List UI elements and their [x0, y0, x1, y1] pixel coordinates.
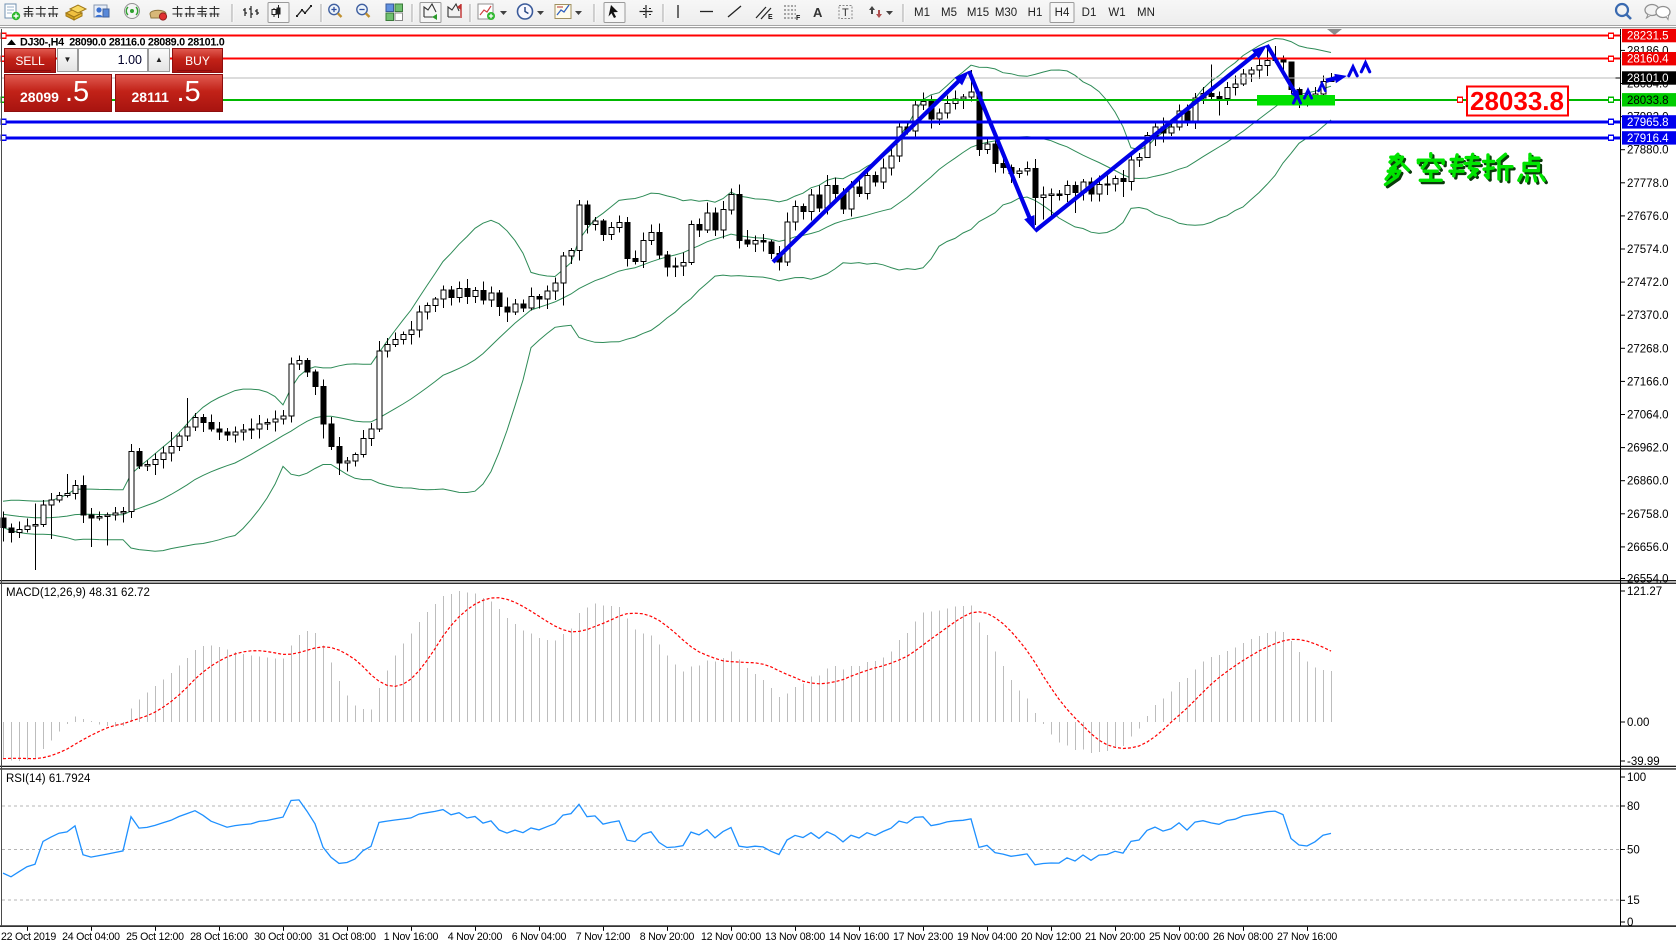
svg-text:-39.99: -39.99	[1627, 756, 1660, 768]
svg-text:27268.0: 27268.0	[1627, 343, 1669, 355]
svg-text:M15: M15	[967, 7, 989, 19]
svg-text:1 Nov 16:00: 1 Nov 16:00	[384, 931, 439, 943]
svg-text:121.27: 121.27	[1627, 586, 1662, 598]
svg-text:E: E	[768, 14, 773, 21]
svg-text:28101.0: 28101.0	[1627, 73, 1669, 85]
svg-text:DJ30-,H4 28090.0 28116.0 2808: DJ30-,H4 28090.0 28116.0 28089.0 28101.0	[20, 37, 225, 49]
svg-text:26962.0: 26962.0	[1627, 443, 1669, 455]
svg-text:MACD(12,26,9) 48.31 62.72: MACD(12,26,9) 48.31 62.72	[6, 587, 150, 599]
svg-text:D1: D1	[1082, 7, 1097, 19]
svg-text:RSI(14) 61.7924: RSI(14) 61.7924	[6, 773, 91, 785]
svg-text:21 Nov 20:00: 21 Nov 20:00	[1085, 931, 1145, 943]
svg-text:26860.0: 26860.0	[1627, 476, 1669, 488]
svg-text:27574.0: 27574.0	[1627, 244, 1669, 256]
svg-text:22 Oct 2019: 22 Oct 2019	[1, 931, 56, 943]
svg-text:25 Nov 00:00: 25 Nov 00:00	[1149, 931, 1209, 943]
svg-text:28231.5: 28231.5	[1627, 31, 1669, 43]
svg-text:80: 80	[1627, 801, 1640, 813]
svg-text:28 Oct 16:00: 28 Oct 16:00	[190, 931, 248, 943]
svg-text:H4: H4	[1055, 7, 1070, 19]
svg-text:20 Nov 12:00: 20 Nov 12:00	[1021, 931, 1081, 943]
svg-text:6 Nov 04:00: 6 Nov 04:00	[512, 931, 567, 943]
svg-text:27676.0: 27676.0	[1627, 211, 1669, 223]
svg-text:MN: MN	[1137, 7, 1155, 19]
svg-text:M1: M1	[914, 7, 930, 19]
svg-text:31 Oct 08:00: 31 Oct 08:00	[318, 931, 376, 943]
svg-text:26656.0: 26656.0	[1627, 542, 1669, 554]
svg-text:28033.8: 28033.8	[1470, 86, 1564, 116]
svg-text:30 Oct 00:00: 30 Oct 00:00	[254, 931, 312, 943]
svg-text:27916.4: 27916.4	[1627, 133, 1669, 145]
svg-text:27 Nov 16:00: 27 Nov 16:00	[1277, 931, 1337, 943]
svg-text:4 Nov 20:00: 4 Nov 20:00	[448, 931, 503, 943]
svg-text:28033.8: 28033.8	[1627, 95, 1669, 107]
svg-text:15: 15	[1627, 895, 1640, 907]
svg-text:27965.8: 27965.8	[1627, 117, 1669, 129]
svg-text:27064.0: 27064.0	[1627, 410, 1669, 422]
svg-text:W1: W1	[1108, 7, 1125, 19]
svg-text:24 Oct 04:00: 24 Oct 04:00	[62, 931, 120, 943]
svg-text:27370.0: 27370.0	[1627, 310, 1669, 322]
svg-text:19 Nov 04:00: 19 Nov 04:00	[957, 931, 1017, 943]
svg-text:12 Nov 00:00: 12 Nov 00:00	[701, 931, 761, 943]
svg-text:A: A	[813, 5, 823, 20]
svg-text:27880.0: 27880.0	[1627, 145, 1669, 157]
svg-text:T: T	[842, 7, 849, 19]
svg-text:M5: M5	[941, 7, 957, 19]
svg-text:0: 0	[1627, 917, 1633, 929]
svg-text:H1: H1	[1028, 7, 1043, 19]
svg-text:17 Nov 23:00: 17 Nov 23:00	[893, 931, 953, 943]
svg-text:26 Nov 08:00: 26 Nov 08:00	[1213, 931, 1273, 943]
svg-text:27778.0: 27778.0	[1627, 178, 1669, 190]
svg-text:26758.0: 26758.0	[1627, 509, 1669, 521]
svg-text:50: 50	[1627, 845, 1640, 857]
svg-text:M30: M30	[995, 7, 1017, 19]
svg-text:8 Nov 20:00: 8 Nov 20:00	[640, 931, 695, 943]
svg-text:28160.4: 28160.4	[1627, 54, 1669, 66]
svg-text:100: 100	[1627, 772, 1646, 784]
svg-text:0.00: 0.00	[1627, 717, 1649, 729]
svg-text:14 Nov 16:00: 14 Nov 16:00	[829, 931, 889, 943]
svg-text:26554.0: 26554.0	[1627, 574, 1669, 586]
svg-text:13 Nov 08:00: 13 Nov 08:00	[765, 931, 825, 943]
svg-text:27166.0: 27166.0	[1627, 376, 1669, 388]
svg-text:F: F	[796, 15, 801, 22]
svg-text:25 Oct 12:00: 25 Oct 12:00	[126, 931, 184, 943]
svg-text:27472.0: 27472.0	[1627, 277, 1669, 289]
svg-text:7 Nov 12:00: 7 Nov 12:00	[576, 931, 631, 943]
